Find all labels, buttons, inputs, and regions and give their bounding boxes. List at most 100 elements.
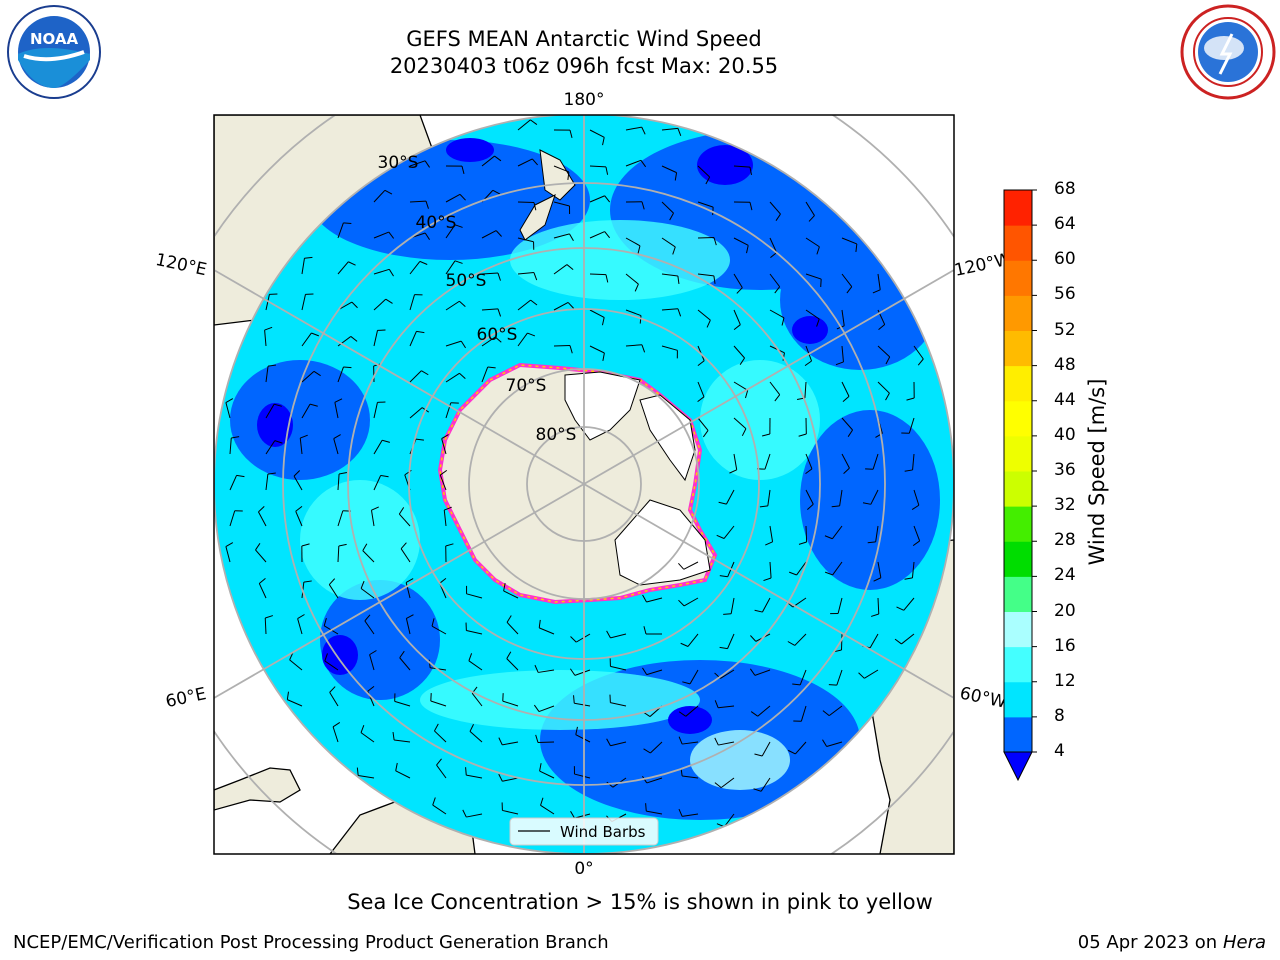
wind-barb-flag [896, 606, 904, 611]
wind-barb-flag [805, 468, 813, 475]
wind-barb-flag [533, 202, 537, 211]
footer-left: NCEP/EMC/Verification Post Processing Pr… [13, 932, 609, 953]
wind-barb-flag [538, 619, 541, 628]
wind-barb [661, 237, 676, 248]
wind-barb [373, 402, 378, 419]
wind-barb [864, 669, 879, 679]
wind-barb [445, 300, 460, 311]
wind-barb-flag [569, 668, 576, 676]
lon-label-180: 180° [564, 90, 605, 110]
wind-barb [769, 309, 785, 319]
wind-barb-flag [642, 667, 648, 675]
wind-barb [502, 741, 519, 746]
wind-barb [370, 510, 375, 527]
wind-barb-flag [904, 577, 913, 580]
lon-label-60e: 60°E [164, 684, 208, 712]
wind-barb [697, 236, 715, 239]
wind-barb-flag [807, 503, 814, 510]
wind-barb [468, 660, 483, 671]
wind-barb [431, 625, 447, 635]
wind-barb-flag [643, 626, 647, 635]
wind-barb-flag [749, 668, 756, 676]
wind-barb-flag [641, 344, 646, 353]
wind-barb [877, 597, 880, 615]
legend: Wind Barbs [509, 817, 659, 846]
wind-barb-flag [706, 319, 711, 328]
wind-barb [445, 372, 460, 383]
lat-label-40s: 40°S [416, 213, 457, 233]
wind-barb [769, 525, 774, 542]
wind-barb-flag [640, 160, 647, 168]
wind-barb-flag [878, 324, 886, 331]
wind-barb [697, 201, 714, 208]
wind-barb-flag [765, 541, 773, 546]
wind-barb-flag [885, 356, 891, 365]
wind-barb [481, 272, 499, 275]
wind-barb [913, 489, 920, 506]
wind-barb-flag [264, 326, 273, 331]
wind-barb [912, 453, 915, 470]
wind-barb-flag [697, 360, 705, 367]
wind-barb-flag [533, 704, 540, 712]
wind-barb-flag [680, 642, 689, 647]
wind-barb-flag [432, 797, 436, 806]
wind-barb [757, 705, 771, 717]
footer-host: Hera [1222, 932, 1266, 953]
wind-barb-flag [741, 428, 747, 437]
wind-barb [913, 525, 921, 542]
wind-barb-flag [605, 274, 609, 283]
wind-barb-flag [367, 685, 375, 692]
wind-barb [661, 127, 678, 131]
wind-barb-flag [678, 711, 687, 717]
colorbar-tick-label: 8 [1054, 705, 1065, 726]
chart-subtitle: 20230403 t06z 096h fcst Max: 20.55 [389, 54, 779, 78]
lon-label-0: 0° [574, 859, 593, 879]
lon-label-120e: 120°E [154, 250, 209, 280]
wind-barb [832, 561, 843, 576]
wind-barb [225, 402, 231, 419]
wind-barb [685, 705, 699, 717]
wind-barb [517, 158, 533, 167]
wind-barb [769, 273, 781, 288]
wind-barb-flag [729, 469, 737, 474]
wind-barb-flag [816, 246, 820, 255]
wind-barb-flag [750, 635, 757, 642]
wind-barb [723, 813, 735, 828]
wind-barb [293, 475, 303, 491]
wind-barb [682, 741, 699, 745]
wind-barb-flag [569, 233, 574, 242]
wind-barb [725, 489, 735, 505]
wind-barb [646, 597, 663, 603]
wind-barb [265, 294, 270, 311]
wind-barb-flag [774, 394, 781, 402]
wind-barb [409, 370, 422, 383]
wind-barb-flag [858, 672, 865, 679]
wind-barb [689, 669, 699, 685]
wind-barb-flag [444, 506, 452, 511]
wind-barb [481, 155, 495, 167]
wind-barb [258, 583, 267, 599]
wind-barb [373, 231, 390, 239]
wind-barb-flag [392, 732, 395, 741]
wind-barb-flag [454, 260, 463, 264]
colorbar-tick-label: 52 [1054, 319, 1076, 340]
wind-barb-flag [788, 571, 797, 576]
wind-barb [466, 774, 483, 779]
wind-barb [441, 438, 447, 455]
wind-barb-flag [643, 748, 651, 754]
wind-barb-flag [674, 172, 678, 181]
wind-barb-flag [682, 681, 691, 685]
wind-barb [841, 453, 850, 469]
wind-barb-flag [843, 467, 850, 474]
wind-barb [445, 260, 456, 275]
wind-barb-flag [736, 287, 743, 294]
wind-barb [481, 366, 489, 383]
wind-barb [720, 669, 735, 679]
wind-barb [589, 165, 607, 168]
wind-barb-flag [297, 614, 305, 620]
wind-barb [661, 273, 678, 277]
wind-barb [805, 489, 814, 505]
wind-barb-flag [415, 438, 424, 441]
wind-barb-flag [338, 471, 348, 475]
wind-barb [661, 201, 674, 214]
